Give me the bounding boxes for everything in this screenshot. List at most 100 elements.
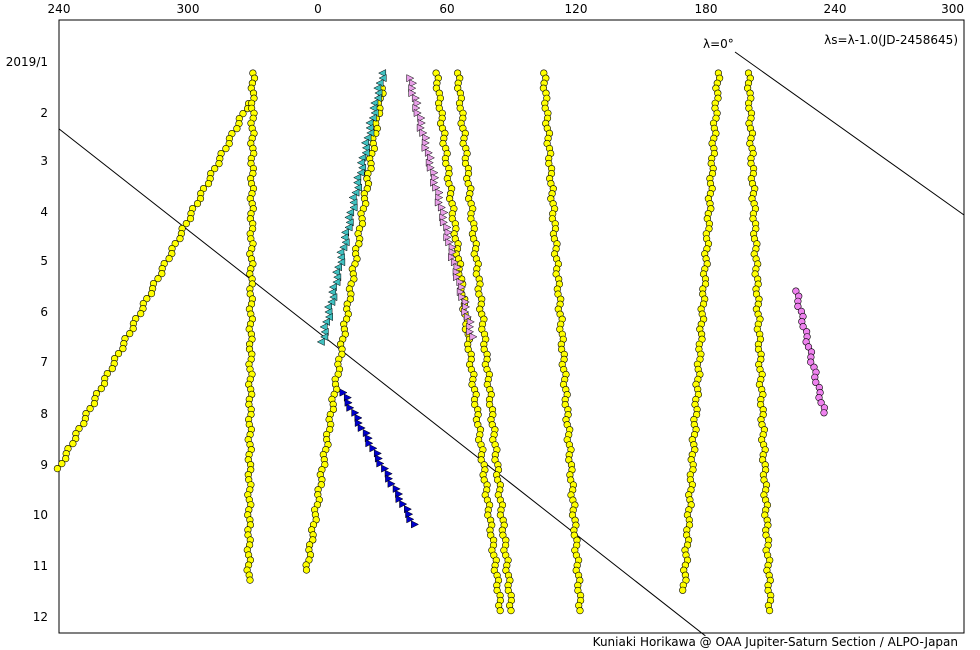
data-point-yellow [114, 350, 123, 358]
data-point-yellow [119, 345, 127, 353]
y-axis: 2019/1 2 3 4 5 6 7 8 9 10 11 12 [6, 55, 48, 624]
data-point-blue [387, 479, 396, 488]
data-point-yellow [126, 330, 134, 338]
data-point-yellow [165, 255, 173, 263]
x-axis-top: 240 300 0 60 120 180 240 300 [48, 2, 964, 16]
data-point-yellow [215, 160, 223, 168]
y-tick-label: 6 [40, 305, 48, 319]
data-point-lightpink [409, 79, 418, 88]
data-point-cyan [360, 138, 369, 147]
data-point-cyan [319, 322, 328, 331]
data-point-cyan [323, 302, 332, 312]
data-point-blue [376, 459, 385, 468]
data-point-yellow [58, 460, 66, 468]
data-point-yellow [496, 606, 504, 615]
data-point-yellow [204, 180, 213, 188]
data-point-pink [799, 323, 807, 331]
data-point-blue [411, 520, 420, 529]
data-point-blue [392, 484, 401, 493]
x-tick-label: 120 [565, 2, 588, 16]
data-point-yellow [193, 200, 202, 208]
y-tick-label: 4 [40, 205, 48, 219]
data-point-yellow [143, 295, 151, 303]
data-point-cyan [316, 337, 325, 346]
data-point-yellow [69, 440, 77, 448]
data-point-pink [817, 399, 825, 407]
data-point-yellow [317, 481, 325, 489]
x-tick-label: 0 [314, 2, 322, 16]
data-point-lightpink [448, 248, 457, 257]
data-point-blue [369, 444, 378, 453]
data-point-cyan [336, 253, 345, 262]
lambda-s-line [58, 128, 706, 637]
data-point-cyan [324, 307, 333, 317]
plot-frame [58, 19, 965, 634]
data-point-lightpink [408, 84, 417, 93]
data-point-yellow [222, 145, 230, 153]
data-point-cyan [336, 248, 345, 257]
data-point-blue [399, 500, 408, 509]
data-point-lightpink [421, 138, 430, 147]
x-tick-label: 300 [941, 2, 964, 16]
formula-annotation: λs=λ-1.0(JD-2458645) [824, 33, 958, 47]
x-tick-label: 180 [695, 2, 718, 16]
data-point-yellow [158, 270, 166, 278]
data-point-cyan [353, 178, 362, 187]
data-point-pink [812, 378, 820, 387]
data-point-yellow [86, 405, 94, 413]
data-point-yellow [80, 420, 88, 428]
data-point-yellow [154, 275, 162, 283]
data-point-cyan [328, 288, 337, 297]
data-point-yellow [246, 576, 254, 584]
data-point-lightpink [458, 283, 467, 292]
data-point-lightpink [430, 178, 439, 187]
x-tick-label: 240 [48, 2, 71, 16]
y-tick-label: 11 [33, 559, 48, 573]
data-point-lightpink [422, 133, 431, 142]
data-point-yellow [137, 310, 145, 318]
data-point-yellow [211, 165, 219, 173]
data-point-lightpink [435, 188, 444, 197]
y-tick-label: 5 [40, 254, 48, 268]
data-point-lightpink [466, 317, 475, 326]
lambda-zero-label: λ=0° [703, 37, 734, 51]
y-tick-label: 8 [40, 407, 48, 421]
data-point-lightpink [462, 302, 471, 311]
credit-text: Kuniaki Horikawa @ OAA Jupiter-Saturn Se… [593, 635, 958, 649]
y-tick-label: 7 [40, 355, 48, 369]
data-point-yellow [765, 606, 774, 615]
y-tick-label: 9 [40, 458, 48, 472]
y-tick-label: 2019/1 [6, 55, 48, 69]
data-point-lightpink [424, 148, 433, 157]
data-point-cyan [369, 103, 378, 113]
data-point-yellow [367, 165, 375, 173]
data-point-cyan [348, 193, 357, 202]
data-point-lightpink [413, 99, 422, 108]
data-point-lightpink [435, 193, 444, 202]
y-tick-label: 2 [40, 106, 48, 120]
data-point-lightpink [466, 322, 475, 331]
data-point-yellow [97, 385, 105, 393]
data-point-cyan [353, 173, 362, 182]
reference-lines [58, 51, 965, 637]
data-point-blue [365, 439, 374, 448]
data-point-yellow [309, 536, 317, 544]
data-point-yellow [346, 295, 355, 303]
data-point-cyan [356, 158, 365, 167]
data-point-cyan [340, 233, 349, 242]
data-point-lightpink [417, 118, 426, 128]
data-point-blue [384, 469, 393, 478]
data-point-yellow [239, 109, 247, 118]
data-point-yellow [507, 606, 515, 615]
data-point-yellow [302, 566, 311, 574]
data-point-yellow [182, 220, 190, 228]
data-point-cyan [331, 268, 340, 277]
x-tick-label: 300 [177, 2, 200, 16]
data-point-lightpink [452, 268, 461, 277]
y-tick-label: 3 [40, 154, 48, 168]
data-point-yellow [90, 400, 98, 408]
data-point-lightpink [431, 173, 440, 182]
data-point-yellow [186, 215, 195, 223]
data-point-lightpink [440, 208, 449, 217]
